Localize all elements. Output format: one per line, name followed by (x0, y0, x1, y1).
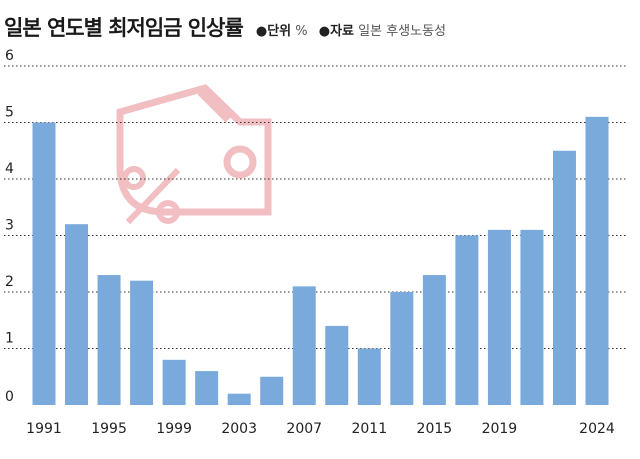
bar-2001 (195, 371, 219, 405)
bar-1995 (97, 275, 121, 405)
x-tick-label-2024: 2024 (579, 421, 615, 437)
y-tick-label-6: 6 (5, 48, 14, 64)
x-tick-label-2007: 2007 (286, 421, 322, 437)
bar-2021 (520, 229, 544, 405)
y-tick-label-5: 5 (5, 105, 14, 121)
y-tick-label-2: 2 (5, 274, 14, 290)
percent-tag-icon (116, 84, 272, 225)
bar-1991 (32, 122, 56, 405)
y-tick-label-3: 3 (5, 218, 14, 234)
source-value: 일본 후생노동성 (358, 24, 446, 39)
bar-1999 (162, 359, 186, 405)
bar-2007 (292, 286, 316, 405)
bar-2003 (227, 393, 251, 405)
bar-1993 (65, 224, 89, 405)
x-tick-label-2003: 2003 (221, 421, 257, 437)
chart-title: 일본 연도별 최저임금 인상률 (4, 16, 244, 40)
bar-2024 (585, 116, 609, 405)
source-note: ●자료 일본 후생노동성 (319, 24, 450, 39)
unit-value: % (295, 24, 308, 39)
source-label: ●자료 (318, 24, 354, 39)
y-tick-label-1: 1 (5, 331, 14, 347)
bar-2011 (357, 348, 381, 405)
chart-header: 일본 연도별 최저임금 인상률 ●단위 % ●자료 일본 후생노동성 (4, 12, 450, 42)
bar-2015 (422, 275, 446, 405)
bar-2005 (260, 376, 284, 405)
bar-2019 (487, 229, 511, 405)
x-tick-label-1991: 1991 (26, 421, 62, 437)
x-tick-label-1995: 1995 (91, 421, 127, 437)
bar-2017 (455, 235, 479, 405)
x-tick-label-1999: 1999 (156, 421, 192, 437)
x-tick-label-2011: 2011 (351, 421, 387, 437)
y-tick-label-0: 0 (5, 389, 14, 405)
x-tick-label-2019: 2019 (482, 421, 518, 437)
bar-1997 (130, 280, 154, 405)
unit-label: ●단위 (255, 24, 292, 39)
bar-2022 (552, 150, 576, 405)
y-tick-label-4: 4 (5, 161, 14, 177)
x-tick-label-2015: 2015 (417, 421, 453, 437)
bar-2009 (325, 325, 349, 405)
unit-note: ●단위 % (256, 24, 312, 39)
bar-2013 (390, 292, 414, 405)
